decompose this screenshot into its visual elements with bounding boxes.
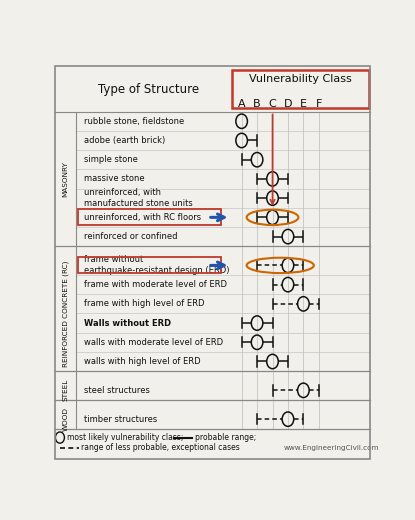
Text: C: C <box>269 99 276 109</box>
Text: WOOD: WOOD <box>63 407 69 431</box>
Bar <box>78 257 221 274</box>
Text: Vulnerability Class: Vulnerability Class <box>249 74 352 84</box>
Text: steel structures: steel structures <box>84 386 150 395</box>
Text: adobe (earth brick): adobe (earth brick) <box>84 136 165 145</box>
Text: massive stone: massive stone <box>84 174 145 184</box>
Text: unreinforced, with
manufactured stone units: unreinforced, with manufactured stone un… <box>84 188 193 208</box>
Text: frame without
earthquake-resistant design (ERD): frame without earthquake-resistant desig… <box>84 255 229 276</box>
Text: D: D <box>284 99 292 109</box>
Text: frame with moderate level of ERD: frame with moderate level of ERD <box>84 280 227 289</box>
Text: most likely vulnerability class;: most likely vulnerability class; <box>67 433 183 442</box>
Bar <box>232 70 369 109</box>
Text: probable range;: probable range; <box>195 433 256 442</box>
Text: www.EngineeringCivil.com: www.EngineeringCivil.com <box>283 445 379 451</box>
Text: walls with high level of ERD: walls with high level of ERD <box>84 357 201 366</box>
Text: reinforced or confined: reinforced or confined <box>84 232 178 241</box>
Text: E: E <box>300 99 307 109</box>
Text: rubble stone, fieldstone: rubble stone, fieldstone <box>84 117 184 126</box>
Text: unreinforced, with RC floors: unreinforced, with RC floors <box>84 213 201 222</box>
Text: MASONRY: MASONRY <box>63 161 69 197</box>
Text: B: B <box>253 99 261 109</box>
Text: REINFORCED CONCRETE (RC): REINFORCED CONCRETE (RC) <box>62 261 69 367</box>
Text: frame with high level of ERD: frame with high level of ERD <box>84 300 205 308</box>
Text: walls with moderate level of ERD: walls with moderate level of ERD <box>84 338 223 347</box>
Text: Walls without ERD: Walls without ERD <box>84 319 171 328</box>
Text: F: F <box>316 99 322 109</box>
Bar <box>78 210 221 225</box>
Text: A: A <box>238 99 245 109</box>
Text: timber structures: timber structures <box>84 414 157 424</box>
Text: STEEL: STEEL <box>63 379 69 401</box>
Text: simple stone: simple stone <box>84 155 138 164</box>
Text: range of less probable, exceptional cases: range of less probable, exceptional case… <box>81 443 240 452</box>
Text: Type of Structure: Type of Structure <box>98 83 199 96</box>
